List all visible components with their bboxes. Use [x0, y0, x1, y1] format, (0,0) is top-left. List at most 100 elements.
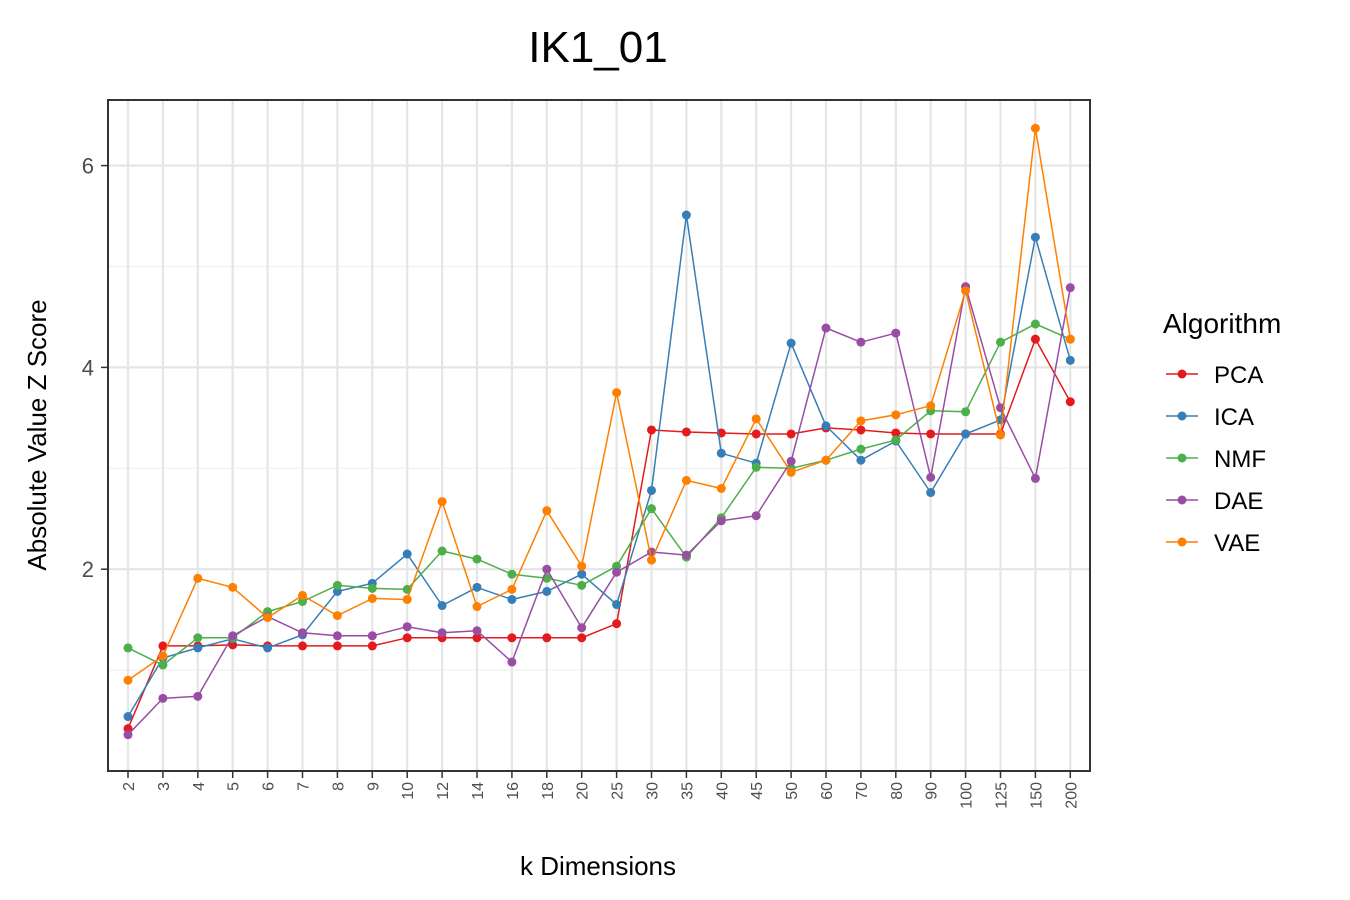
x-tick-label: 16	[505, 782, 522, 800]
data-point-pca	[158, 641, 168, 651]
data-point-vae	[1065, 334, 1075, 344]
data-point-dae	[228, 631, 238, 641]
legend-title: Algorithm	[1163, 308, 1281, 339]
data-point-ica	[263, 643, 273, 653]
x-axis: 2 3 4 5 6 7 8 9 10 12 14 16 18 20 25 30 35 40 45 50 60 70 80 90…	[121, 771, 1080, 809]
data-point-pca	[542, 633, 552, 643]
data-point-ica	[716, 448, 726, 458]
x-tick-label: 9	[365, 782, 382, 791]
data-point-vae	[681, 475, 691, 485]
data-point-ica	[681, 210, 691, 220]
data-point-vae	[856, 416, 866, 426]
x-tick-label: 6	[261, 782, 278, 791]
legend-label-pca: PCA	[1214, 362, 1263, 389]
data-point-nmf	[472, 554, 482, 564]
series-line-ica	[127, 214, 1072, 717]
legend: Algorithm PCA ICA NMF DAE VAE	[1163, 308, 1281, 557]
data-point-dae	[716, 516, 726, 526]
data-point-nmf	[437, 546, 447, 556]
x-tick-label: 14	[470, 782, 487, 800]
data-point-vae	[332, 611, 342, 621]
data-point-vae	[123, 675, 133, 685]
legend-label-vae: VAE	[1214, 530, 1260, 557]
series-line-dae	[127, 285, 1072, 736]
data-point-dae	[158, 693, 168, 703]
data-point-vae	[402, 594, 412, 604]
data-point-ica	[577, 569, 587, 579]
data-point-vae	[228, 582, 238, 592]
x-tick-label: 35	[679, 782, 696, 800]
data-point-ica	[821, 421, 831, 431]
data-point-dae	[437, 628, 447, 638]
data-point-nmf	[158, 660, 168, 670]
data-point-vae	[1030, 123, 1040, 133]
data-point-dae	[786, 456, 796, 466]
data-point-pca	[332, 641, 342, 651]
x-tick-label: 10	[400, 782, 417, 800]
y-axis: 2 4 6	[82, 154, 108, 582]
legend-label-dae: DAE	[1214, 488, 1263, 515]
x-tick-label: 2	[121, 782, 138, 791]
data-point-dae	[332, 631, 342, 641]
data-point-nmf	[647, 504, 656, 514]
data-point-nmf	[891, 435, 901, 445]
data-point-vae	[926, 401, 936, 411]
data-point-vae	[542, 506, 552, 516]
data-point-vae	[263, 613, 273, 623]
data-point-nmf	[996, 337, 1005, 347]
data-point-vae	[961, 286, 971, 296]
x-tick-label: 30	[645, 782, 662, 800]
x-tick-label: 150	[1028, 782, 1045, 809]
data-point-pca	[402, 633, 412, 643]
x-tick-label: 20	[575, 782, 592, 800]
data-point-dae	[856, 337, 866, 347]
data-point-vae	[158, 651, 168, 661]
data-point-vae	[751, 414, 761, 424]
data-point-dae	[891, 328, 901, 338]
x-tick-label: 50	[784, 782, 801, 800]
data-point-dae	[472, 626, 482, 636]
legend-key-point-vae	[1177, 537, 1187, 547]
data-point-ica	[856, 455, 866, 465]
data-point-ica	[542, 586, 552, 596]
data-point-vae	[367, 593, 377, 603]
x-tick-label: 70	[854, 782, 871, 800]
data-point-vae	[612, 388, 622, 398]
data-point-pca	[367, 641, 377, 651]
data-point-ica	[193, 643, 203, 653]
series-layer	[123, 123, 1075, 740]
data-point-ica	[786, 338, 796, 348]
data-point-vae	[716, 483, 726, 493]
data-point-dae	[1065, 283, 1075, 293]
x-axis-title: k Dimensions	[520, 851, 676, 881]
chart-title: IK1_01	[528, 23, 667, 72]
data-point-nmf	[1030, 319, 1040, 329]
data-point-vae	[786, 467, 796, 477]
data-point-pca	[298, 641, 307, 651]
data-point-vae	[298, 590, 307, 600]
data-point-vae	[647, 555, 656, 565]
x-tick-label: 18	[540, 782, 557, 800]
x-tick-label: 40	[714, 782, 731, 800]
x-tick-label: 5	[226, 782, 243, 791]
data-point-ica	[1065, 355, 1075, 365]
data-point-pca	[681, 427, 691, 437]
data-point-pca	[507, 633, 517, 643]
plot-panel-border	[107, 99, 1091, 772]
data-point-ica	[926, 488, 936, 498]
x-tick-label: 45	[749, 782, 766, 800]
data-point-pca	[1065, 397, 1075, 407]
data-point-dae	[926, 472, 936, 482]
data-point-dae	[821, 323, 831, 333]
x-tick-label: 100	[959, 782, 976, 809]
data-point-ica	[1030, 232, 1040, 242]
x-tick-label: 200	[1063, 782, 1080, 809]
data-point-ica	[402, 549, 412, 559]
data-point-pca	[647, 425, 656, 435]
data-point-pca	[926, 429, 936, 439]
x-tick-label: 4	[191, 782, 208, 791]
legend-key-point-nmf	[1177, 453, 1187, 463]
legend-label-ica: ICA	[1214, 404, 1254, 431]
data-point-pca	[751, 429, 761, 439]
data-point-dae	[402, 622, 412, 632]
